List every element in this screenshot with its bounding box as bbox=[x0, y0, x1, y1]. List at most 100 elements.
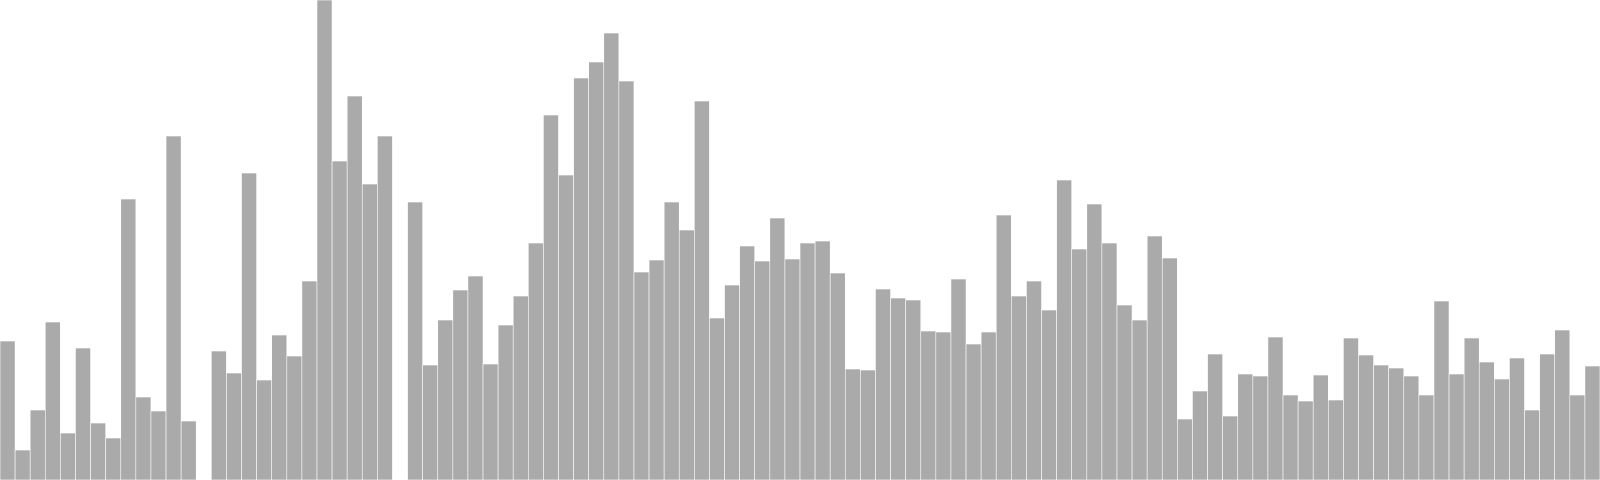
bar-59 bbox=[890, 297, 906, 480]
bar-33 bbox=[497, 324, 514, 480]
bar-6 bbox=[90, 422, 106, 480]
bar-71 bbox=[1071, 248, 1088, 480]
bar-23 bbox=[346, 95, 363, 480]
bar-88 bbox=[1328, 399, 1344, 480]
bar-92 bbox=[1388, 367, 1405, 480]
bar-80 bbox=[1207, 353, 1223, 480]
bar-103 bbox=[1554, 329, 1571, 480]
bar-65 bbox=[980, 331, 997, 480]
bar-21 bbox=[316, 0, 333, 480]
bar-40 bbox=[603, 32, 620, 480]
bar-14 bbox=[211, 350, 227, 480]
bar-102 bbox=[1539, 353, 1556, 480]
bar-78 bbox=[1177, 418, 1193, 480]
bar-31 bbox=[467, 275, 484, 480]
bar-72 bbox=[1086, 203, 1103, 480]
bar-20 bbox=[301, 280, 318, 480]
bar-67 bbox=[1011, 295, 1027, 480]
bar-98 bbox=[1478, 361, 1495, 480]
bar-48 bbox=[724, 284, 740, 480]
bar-22 bbox=[331, 160, 348, 480]
bar-64 bbox=[965, 343, 982, 480]
bar-34 bbox=[512, 295, 529, 480]
bar-101 bbox=[1524, 409, 1540, 480]
bar-49 bbox=[739, 245, 756, 480]
bar-58 bbox=[875, 288, 891, 480]
bar-52 bbox=[784, 258, 801, 480]
bar-46 bbox=[694, 100, 710, 480]
bar-8 bbox=[120, 198, 137, 480]
bar-79 bbox=[1192, 390, 1208, 480]
bar-29 bbox=[437, 319, 454, 480]
bar-43 bbox=[648, 259, 665, 480]
bar-89 bbox=[1343, 337, 1359, 480]
bar-75 bbox=[1131, 319, 1148, 480]
bar-18 bbox=[271, 334, 288, 480]
bar-10 bbox=[150, 410, 167, 480]
bar-56 bbox=[844, 368, 861, 480]
bar-7 bbox=[105, 437, 122, 480]
bar-15 bbox=[226, 372, 242, 480]
bar-63 bbox=[950, 278, 967, 480]
bar-4 bbox=[60, 432, 76, 480]
bar-77 bbox=[1161, 257, 1178, 480]
bar-42 bbox=[633, 271, 650, 480]
bar-47 bbox=[709, 317, 725, 480]
bar-68 bbox=[1026, 280, 1042, 480]
bar-66 bbox=[995, 214, 1012, 480]
bar-53 bbox=[799, 242, 816, 480]
bar-38 bbox=[573, 77, 589, 480]
bar-95 bbox=[1433, 300, 1450, 480]
bar-50 bbox=[754, 260, 771, 480]
bar-69 bbox=[1041, 309, 1057, 480]
bar-39 bbox=[588, 61, 605, 480]
bar-11 bbox=[165, 135, 182, 480]
bar-27 bbox=[407, 201, 423, 480]
bar-19 bbox=[286, 355, 303, 480]
bar-74 bbox=[1116, 304, 1133, 480]
bar-3 bbox=[44, 321, 61, 480]
bar-32 bbox=[482, 363, 499, 480]
bar-84 bbox=[1267, 336, 1284, 480]
bar-30 bbox=[452, 289, 469, 480]
bar-45 bbox=[678, 229, 695, 480]
bar-85 bbox=[1282, 394, 1299, 480]
bar-35 bbox=[527, 242, 544, 480]
bar-0 bbox=[0, 340, 16, 480]
bar-86 bbox=[1297, 400, 1314, 480]
bar-36 bbox=[543, 114, 559, 480]
bar-61 bbox=[920, 330, 937, 480]
bar-104 bbox=[1569, 394, 1586, 480]
bar-97 bbox=[1463, 337, 1480, 480]
bar-44 bbox=[663, 201, 680, 480]
bar-83 bbox=[1252, 375, 1269, 480]
bar-9 bbox=[135, 396, 152, 480]
bar-81 bbox=[1222, 415, 1239, 480]
bar-12 bbox=[180, 420, 197, 480]
bar-70 bbox=[1056, 179, 1072, 480]
bar-17 bbox=[256, 379, 272, 480]
bar-57 bbox=[860, 369, 876, 480]
bar-54 bbox=[814, 240, 831, 480]
bar-99 bbox=[1494, 378, 1510, 480]
bar-90 bbox=[1358, 354, 1374, 480]
bar-60 bbox=[905, 299, 922, 480]
bar-2 bbox=[29, 409, 46, 480]
bar-93 bbox=[1403, 375, 1420, 480]
bar-16 bbox=[241, 172, 257, 480]
bar-76 bbox=[1146, 235, 1163, 480]
bar-96 bbox=[1448, 373, 1465, 480]
bar-82 bbox=[1237, 373, 1254, 480]
bar-87 bbox=[1312, 374, 1329, 480]
bar-105 bbox=[1584, 365, 1600, 480]
bar-100 bbox=[1509, 357, 1525, 480]
bar-51 bbox=[769, 217, 786, 480]
bar-24 bbox=[361, 183, 378, 480]
bar-5 bbox=[75, 347, 91, 480]
bar-1 bbox=[14, 449, 31, 480]
bar-94 bbox=[1418, 394, 1435, 480]
bar-91 bbox=[1373, 364, 1389, 480]
bar-55 bbox=[829, 272, 846, 480]
